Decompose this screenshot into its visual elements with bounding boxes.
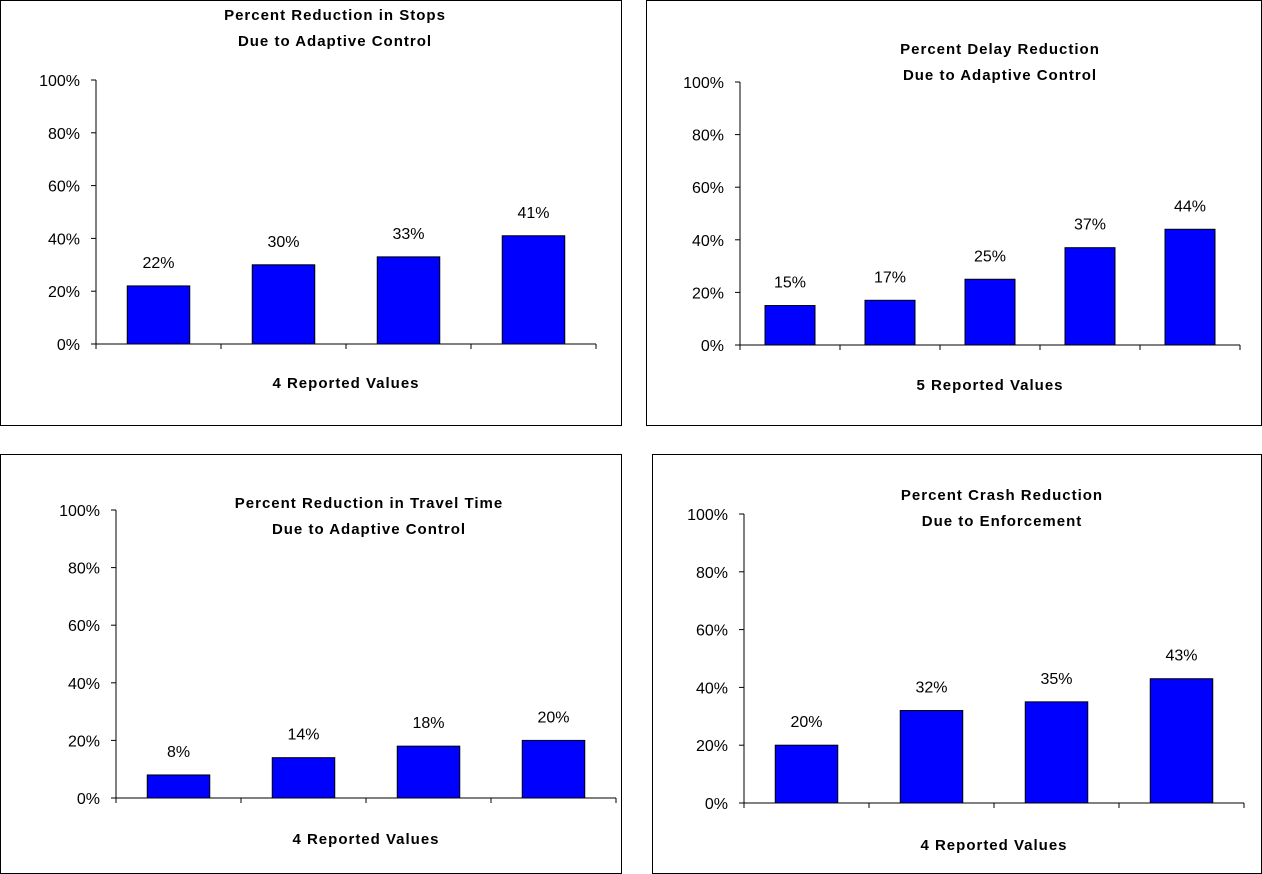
bar [251,264,316,345]
bar-value-label: 44% [1174,198,1206,215]
y-tick-label: 40% [692,233,724,250]
y-tick-label: 100% [59,503,100,520]
bar-value-label: 37% [1074,217,1106,234]
y-tick-label: 100% [39,73,80,90]
chart-panel-stops: Percent Reduction in Stops Due to Adaptiv… [0,0,622,426]
y-tick-label: 40% [68,676,100,693]
bar [271,757,336,799]
bar [964,278,1016,346]
y-tick-label: 60% [68,618,100,635]
y-tick-label: 20% [68,733,100,750]
y-tick-label: 80% [692,128,724,145]
chart-title-line: Percent Crash Reduction [901,487,1103,504]
bar [1149,678,1214,804]
bar [501,235,566,345]
bar-value-label: 41% [517,205,549,222]
chart-title-line: Percent Delay Reduction [900,41,1100,58]
y-tick-label: 60% [48,179,80,196]
y-tick-label: 40% [48,231,80,248]
bar [764,305,816,346]
chart-title-line: Percent Reduction in Travel Time [235,495,503,512]
bar [1164,228,1216,346]
bar-value-label: 33% [392,226,424,243]
chart-panel-crash: Percent Crash Reduction Due to Enforcemen… [652,454,1262,874]
y-tick-label: 60% [692,180,724,197]
chart-panel-delay: Percent Delay Reduction Due to Adaptive C… [646,0,1262,426]
y-tick-label: 40% [696,680,728,697]
bar-value-label: 8% [167,744,190,761]
y-tick-label: 100% [687,507,728,524]
y-tick-label: 20% [48,284,80,301]
y-tick-label: 20% [692,285,724,302]
bar [899,710,964,804]
y-tick-label: 0% [77,791,100,808]
bar-value-label: 43% [1165,648,1197,665]
bar [864,299,916,346]
y-tick-label: 20% [696,738,728,755]
chart-stops: Percent Reduction in Stops Due to Adaptiv… [0,0,622,426]
y-tick-label: 0% [57,337,80,354]
bar-value-label: 14% [287,727,319,744]
chart-title-line: Due to Adaptive Control [238,33,432,50]
x-axis-label: 5 Reported Values [916,377,1063,394]
chart-delay: Percent Delay Reduction Due to Adaptive C… [646,0,1262,426]
bar-value-label: 35% [1040,671,1072,688]
chart-border [0,454,622,874]
bar-value-label: 20% [537,709,569,726]
x-axis-label: 4 Reported Values [920,837,1067,854]
bar [1064,247,1116,346]
chart-title-line: Percent Reduction in Stops [224,7,446,24]
y-tick-label: 60% [696,623,728,640]
x-axis-label: 4 Reported Values [272,375,419,392]
bar-value-label: 32% [915,680,947,697]
chart-title-line: Due to Adaptive Control [903,67,1097,84]
bar-value-label: 22% [142,255,174,272]
bar [146,774,211,799]
bar-value-label: 25% [974,248,1006,265]
y-tick-label: 100% [683,75,724,92]
y-tick-label: 0% [701,338,724,355]
bar-value-label: 15% [774,275,806,292]
chart-title-line: Due to Adaptive Control [272,521,466,538]
bar-value-label: 17% [874,269,906,286]
chart-panel-travel-time: Percent Reduction in Travel Time Due to A… [0,454,622,874]
chart-border [0,0,622,426]
bar [396,745,461,799]
chart-border [646,0,1262,426]
y-tick-label: 80% [48,126,80,143]
bar [376,256,441,345]
chart-travel-time: Percent Reduction in Travel Time Due to A… [0,454,622,874]
y-tick-label: 80% [696,565,728,582]
chart-border [652,454,1262,874]
y-tick-label: 0% [705,796,728,813]
bar [126,285,191,345]
bar [521,739,586,799]
bar-value-label: 18% [412,715,444,732]
bar-value-label: 20% [790,714,822,731]
bar-value-label: 30% [267,234,299,251]
y-tick-label: 80% [68,561,100,578]
x-axis-label: 4 Reported Values [292,831,439,848]
chart-crash: Percent Crash Reduction Due to Enforcemen… [652,454,1262,874]
bar [774,744,839,804]
chart-title-line: Due to Enforcement [922,513,1083,530]
bar [1024,701,1089,804]
